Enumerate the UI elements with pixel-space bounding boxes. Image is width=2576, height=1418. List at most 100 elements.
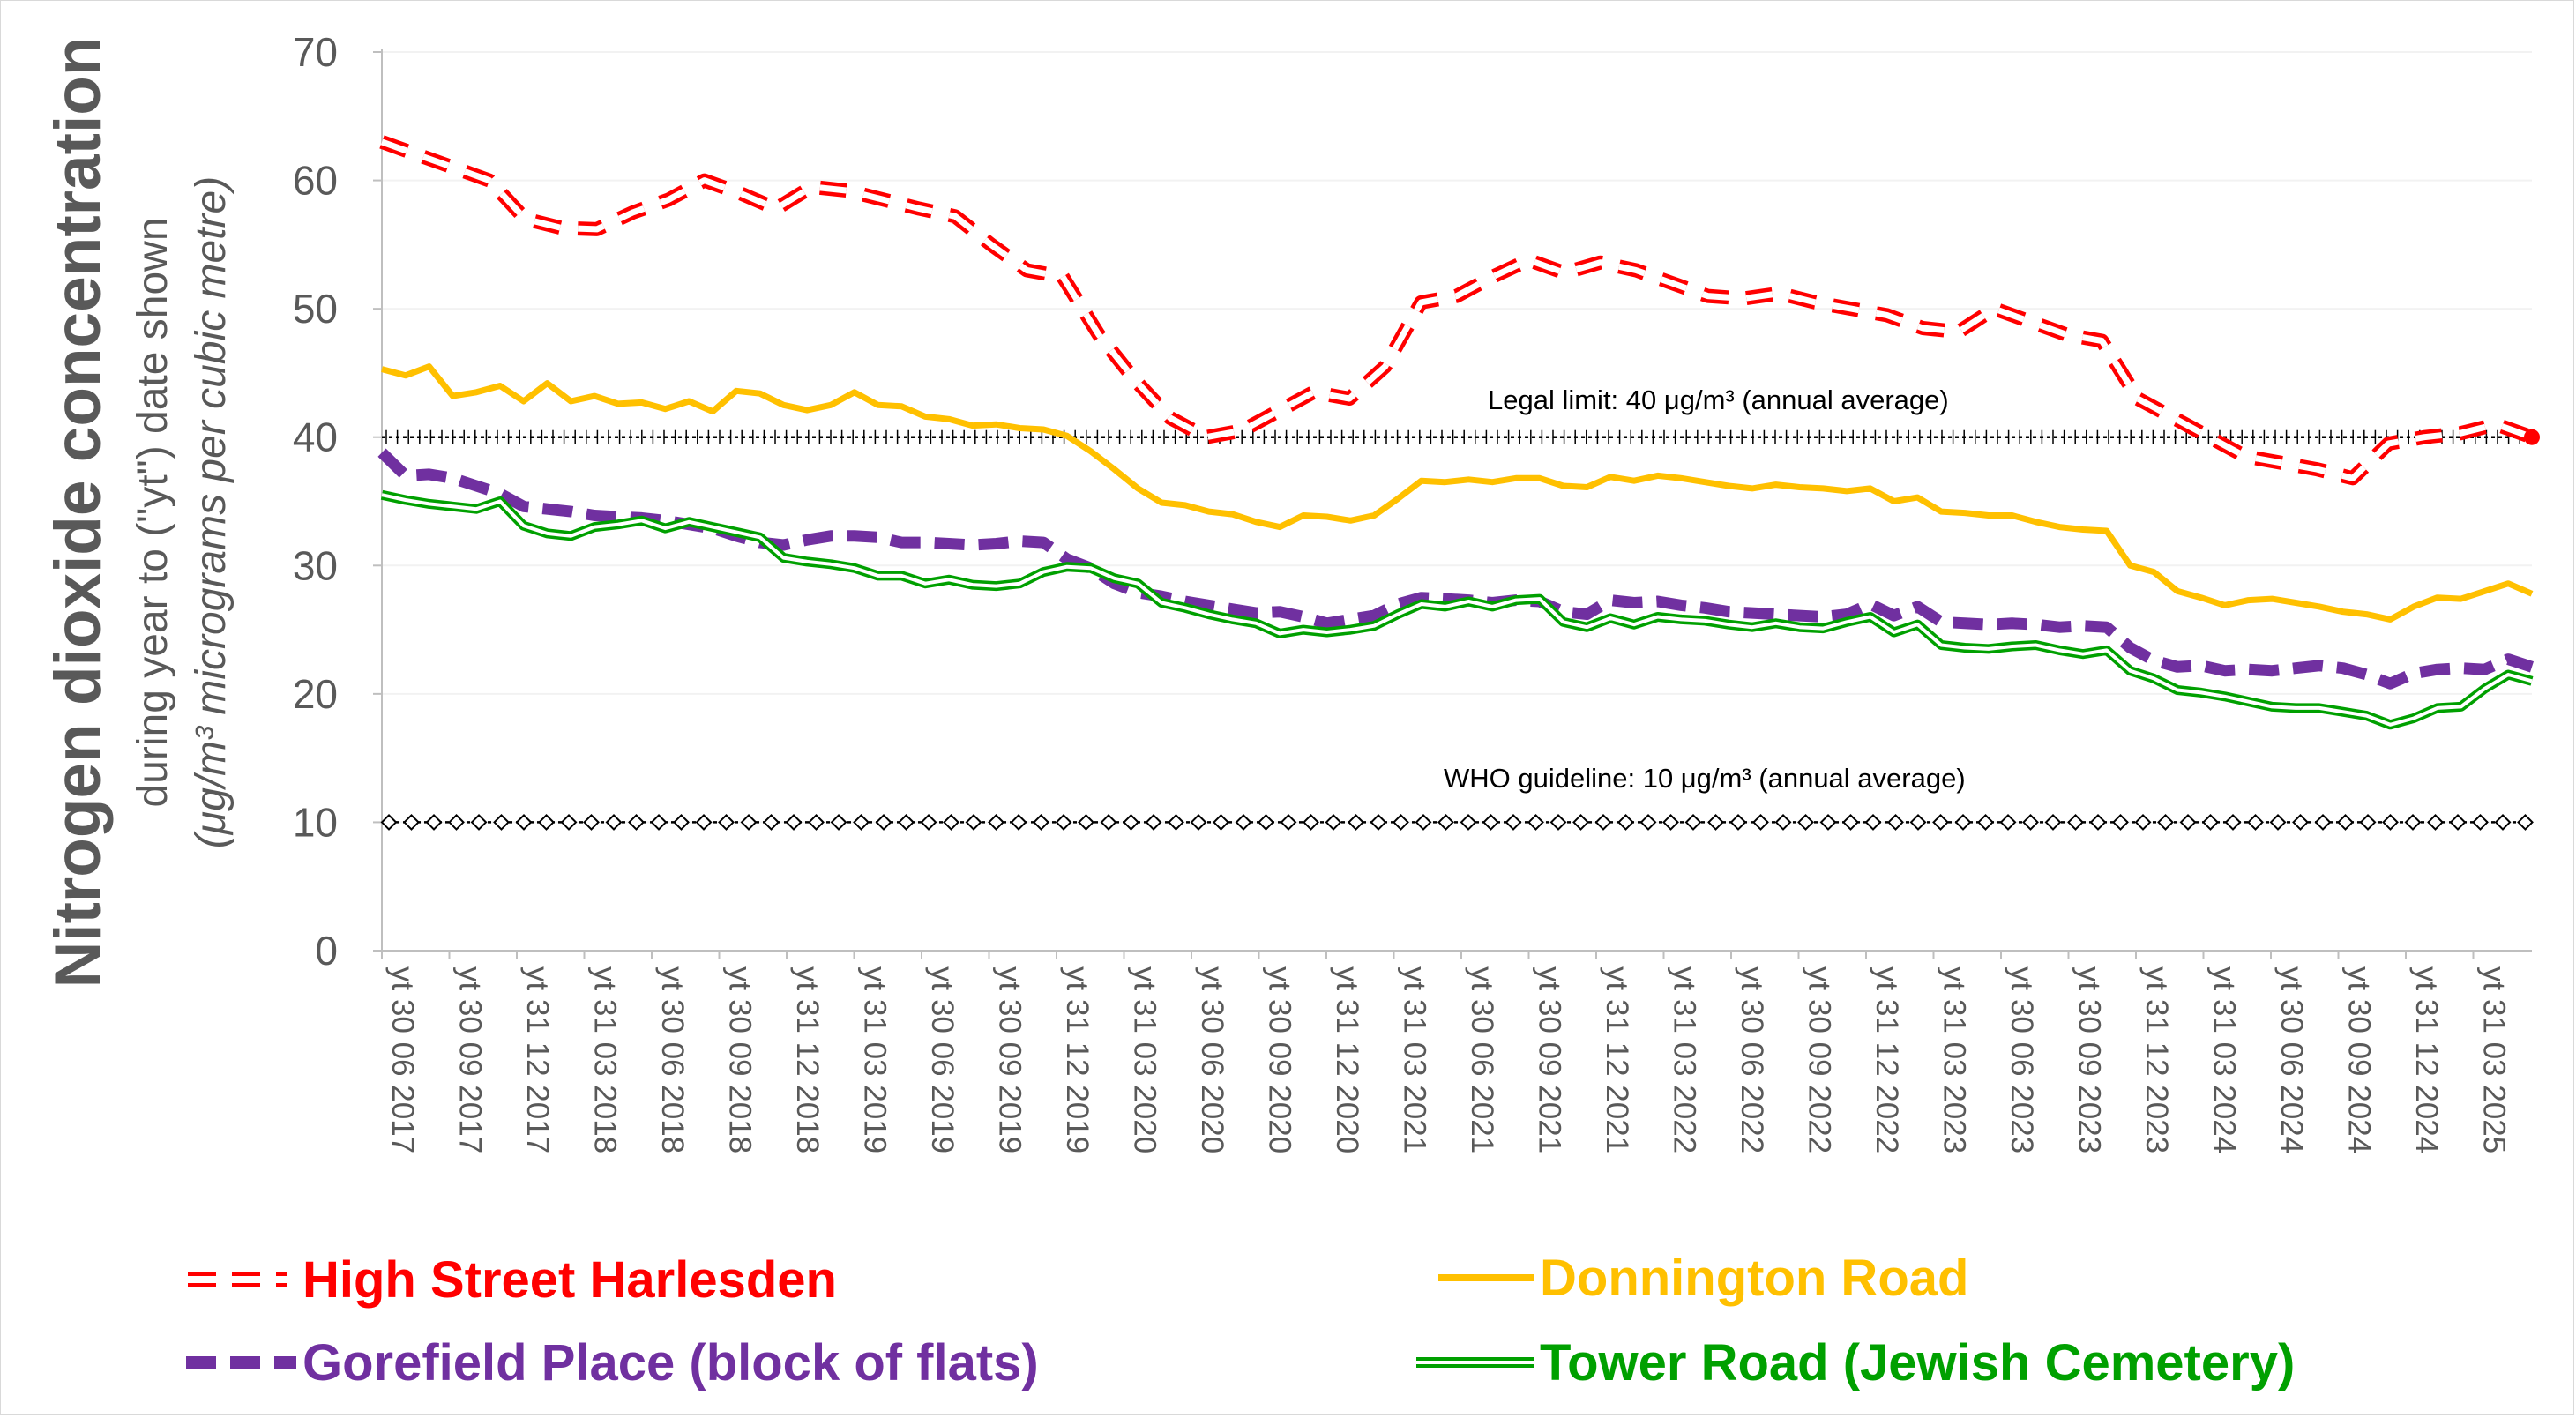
reference-lines: [380, 429, 2534, 831]
x-tick-label: yt 31 03 2021: [1398, 966, 1432, 1153]
reference-marker-diamond: [448, 814, 465, 831]
reference-marker-diamond: [470, 814, 488, 831]
reference-marker-diamond: [2314, 814, 2332, 831]
reference-marker-diamond: [1797, 814, 1814, 831]
legend-item-high-street-harlesden: High Street Harlesden: [188, 1251, 837, 1309]
reference-marker-diamond: [1078, 814, 1094, 831]
gridlines: [382, 51, 2532, 824]
x-tick-label: yt 30 09 2017: [453, 966, 488, 1153]
axes: 0 10 20 30 40 50 60 70 yt 30 06 2017 yt 30 09 201…: [293, 29, 2532, 1153]
reference-marker-diamond: [920, 814, 937, 831]
legend-label-donnington: Donnington Road: [1540, 1250, 1968, 1307]
series-gorefield: [377, 448, 2535, 690]
series-line: [381, 363, 2534, 623]
reference-marker-diamond: [1774, 814, 1792, 831]
reference-marker-diamond: [1415, 814, 1432, 831]
x-tick-label: yt 31 03 2020: [1128, 966, 1162, 1153]
reference-marker-diamond: [1168, 814, 1184, 831]
y-tick-label: 20: [293, 671, 338, 717]
x-tick-label: yt 31 03 2023: [1938, 966, 1972, 1153]
reference-marker-diamond: [2494, 814, 2512, 831]
reference-marker-diamond: [1258, 814, 1274, 831]
reference-marker-diamond: [2089, 814, 2107, 831]
legend-item-donnington-road: Donnington Road: [1438, 1250, 1968, 1307]
x-tick-label: yt 30 06 2021: [1465, 966, 1499, 1153]
reference-marker-diamond: [1280, 814, 1297, 831]
reference-marker-diamond: [1842, 814, 1859, 831]
series-line-outer: [379, 135, 2535, 486]
reference-marker-diamond: [1662, 814, 1679, 831]
x-tick-label: yt 30 06 2019: [925, 966, 959, 1153]
reference-marker-diamond: [943, 814, 959, 831]
reference-marker-diamond: [1707, 814, 1724, 831]
reference-marker-diamond: [1213, 814, 1229, 831]
x-tick-label: yt 30 06 2024: [2274, 966, 2309, 1153]
reference-who-guideline-label: WHO guideline: 10 μg/m³ (annual average): [1444, 763, 1966, 794]
series-line-outer: [380, 489, 2534, 730]
reference-marker-diamond: [403, 814, 420, 831]
x-tick-label: yt 31 12 2018: [790, 966, 825, 1153]
reference-marker-diamond: [2157, 814, 2174, 831]
reference-marker-diamond: [1954, 814, 1972, 831]
reference-marker-diamond: [1348, 814, 1364, 831]
reference-marker-diamond: [2044, 814, 2062, 831]
x-tick-label: yt 31 12 2020: [1330, 966, 1364, 1153]
x-tick-label: yt 31 03 2018: [588, 966, 623, 1153]
reference-marker-diamond: [830, 814, 847, 831]
legend-label-harlesden: High Street Harlesden: [302, 1251, 837, 1309]
reference-marker-diamond: [1639, 814, 1657, 831]
reference-marker-diamond: [1572, 814, 1589, 831]
reference-marker-diamond: [538, 814, 555, 831]
reference-marker-diamond: [1460, 814, 1477, 831]
series-harlesden: [379, 135, 2540, 486]
x-tick-label: yt 31 03 2019: [858, 966, 892, 1153]
x-tick-label: yt 30 06 2020: [1195, 966, 1229, 1153]
reference-marker-diamond: [673, 814, 690, 831]
y-tick-label: 10: [293, 799, 338, 845]
x-tick-label: yt 30 06 2017: [385, 966, 420, 1153]
x-tick-label: yt 30 09 2022: [1803, 966, 1837, 1153]
x-tick-label: yt 31 12 2019: [1060, 966, 1094, 1153]
reference-marker-diamond: [1482, 814, 1499, 831]
y-tick-label: 60: [293, 158, 338, 204]
reference-marker-diamond: [1100, 814, 1117, 831]
series-end-marker: [2524, 429, 2540, 445]
y-axis-title-unit: (μg/m³ micrograms per cubic metre): [188, 176, 235, 848]
reference-marker-diamond: [988, 814, 1004, 831]
y-tick-label: 50: [293, 286, 338, 332]
x-tick-label: yt 31 12 2023: [2139, 966, 2174, 1153]
reference-marker-diamond: [2517, 814, 2534, 831]
x-tick-label: yt 30 09 2018: [723, 966, 758, 1153]
x-tick-label: yt 30 09 2021: [1533, 966, 1567, 1153]
reference-marker-diamond: [2179, 814, 2197, 831]
series-donnington: [381, 363, 2534, 623]
legend-label-tower: Tower Road (Jewish Cemetery): [1540, 1334, 2295, 1392]
x-tick-label: yt 30 06 2023: [2005, 966, 2039, 1153]
reference-marker-diamond: [2449, 814, 2467, 831]
reference-marker-diamond: [1864, 814, 1882, 831]
reference-marker-diamond: [1055, 814, 1072, 831]
reference-marker-diamond: [1010, 814, 1027, 831]
reference-marker-diamond: [898, 814, 915, 831]
reference-legal-limit-label: Legal limit: 40 μg/m³ (annual average): [1488, 384, 1949, 415]
reference-marker-diamond: [2202, 814, 2219, 831]
y-axis-title-main: Nitrogen dioxide concentration: [42, 37, 114, 989]
reference-marker-diamond: [695, 814, 713, 831]
reference-marker-diamond: [2472, 814, 2489, 831]
reference-marker-diamond: [1505, 814, 1522, 831]
reference-marker-diamond: [1819, 814, 1837, 831]
reference-marker-diamond: [1370, 814, 1387, 831]
y-tick-label: 0: [315, 928, 338, 974]
reference-marker-diamond: [2247, 814, 2264, 831]
reference-marker-diamond: [785, 814, 803, 831]
x-tick-label: yt 31 12 2021: [1600, 966, 1634, 1153]
legend-label-gorefield: Gorefield Place (block of flats): [302, 1334, 1039, 1392]
reference-marker-diamond: [763, 814, 780, 831]
reference-marker-diamond: [1909, 814, 1927, 831]
reference-marker-diamond: [2022, 814, 2039, 831]
reference-marker-diamond: [1617, 814, 1634, 831]
reference-marker-diamond: [605, 814, 623, 831]
y-tick-label: 30: [293, 542, 338, 588]
